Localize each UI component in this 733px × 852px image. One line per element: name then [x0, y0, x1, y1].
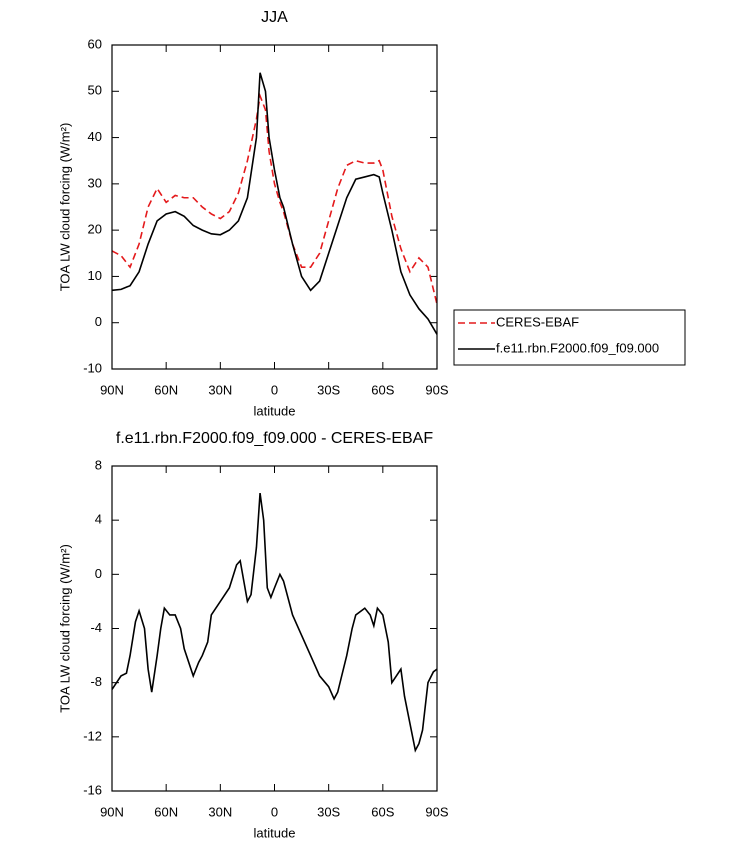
chart-title: JJA: [261, 9, 288, 26]
x-tick-label: 30N: [208, 804, 232, 819]
x-tick-label: 60N: [154, 804, 178, 819]
y-tick-label: 10: [88, 268, 102, 283]
plot-frame: [111, 465, 438, 792]
x-tick-label: 90N: [100, 382, 124, 397]
data-line: [111, 92, 438, 305]
y-tick-label: 50: [88, 83, 102, 98]
y-tick-label: 4: [95, 512, 102, 527]
x-tick-label: 90S: [425, 382, 448, 397]
y-tick-label: 60: [88, 36, 102, 51]
x-tick-label: 30S: [317, 382, 340, 397]
y-tick-label: -12: [83, 728, 102, 743]
x-tick-label: 30S: [317, 804, 340, 819]
legend-box: [453, 309, 686, 366]
legend-label: f.e11.rbn.F2000.f09_f09.000: [496, 340, 659, 355]
y-tick-label: 30: [88, 175, 102, 190]
y-tick-label: -4: [90, 620, 102, 635]
x-axis-label: latitude: [254, 403, 296, 418]
y-tick-label: -16: [83, 782, 102, 797]
x-tick-label: 90N: [100, 804, 124, 819]
x-tick-label: 0: [271, 804, 278, 819]
x-tick-label: 60S: [371, 804, 394, 819]
y-tick-label: 0: [95, 566, 102, 581]
x-tick-label: 60N: [154, 382, 178, 397]
y-axis-label: TOA LW cloud forcing (W/m²): [57, 544, 72, 713]
y-tick-label: 0: [95, 314, 102, 329]
data-line: [111, 492, 438, 753]
data-line: [111, 72, 438, 335]
legend-label: CERES-EBAF: [496, 314, 579, 329]
x-tick-label: 0: [271, 382, 278, 397]
x-tick-label: 60S: [371, 382, 394, 397]
y-tick-label: 8: [95, 457, 102, 472]
x-tick-label: 30N: [208, 382, 232, 397]
y-tick-label: 40: [88, 129, 102, 144]
chart-title: f.e11.rbn.F2000.f09_f09.000 - CERES-EBAF: [116, 430, 433, 447]
y-tick-label: -10: [83, 360, 102, 375]
y-axis-label: TOA LW cloud forcing (W/m²): [57, 123, 72, 292]
y-tick-label: 20: [88, 222, 102, 237]
y-tick-label: -8: [90, 674, 102, 689]
x-axis-label: latitude: [254, 825, 296, 840]
x-tick-label: 90S: [425, 804, 448, 819]
plot-frame: [111, 44, 438, 370]
